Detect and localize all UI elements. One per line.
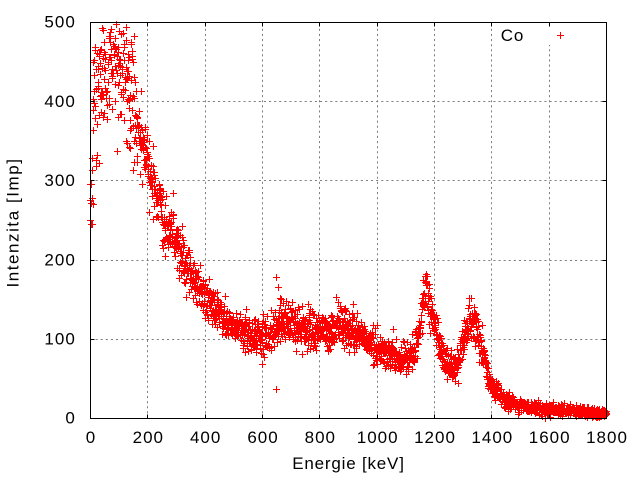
svg-text:1800: 1800: [586, 428, 628, 447]
svg-text:Energie [keV]: Energie [keV]: [292, 454, 404, 473]
svg-text:Co: Co: [501, 26, 525, 45]
svg-text:600: 600: [247, 428, 278, 447]
svg-text:1200: 1200: [414, 428, 456, 447]
svg-text:400: 400: [44, 92, 75, 111]
svg-text:200: 200: [133, 428, 164, 447]
svg-text:0: 0: [65, 409, 75, 428]
svg-text:300: 300: [44, 171, 75, 190]
svg-text:0: 0: [86, 428, 96, 447]
svg-text:800: 800: [305, 428, 336, 447]
svg-text:100: 100: [44, 330, 75, 349]
svg-text:1000: 1000: [357, 428, 399, 447]
svg-text:400: 400: [190, 428, 221, 447]
svg-text:200: 200: [44, 250, 75, 269]
svg-text:1400: 1400: [471, 428, 513, 447]
svg-text:500: 500: [44, 13, 75, 32]
svg-text:Intenzita [Imp]: Intenzita [Imp]: [4, 157, 23, 287]
svg-text:1600: 1600: [529, 428, 571, 447]
